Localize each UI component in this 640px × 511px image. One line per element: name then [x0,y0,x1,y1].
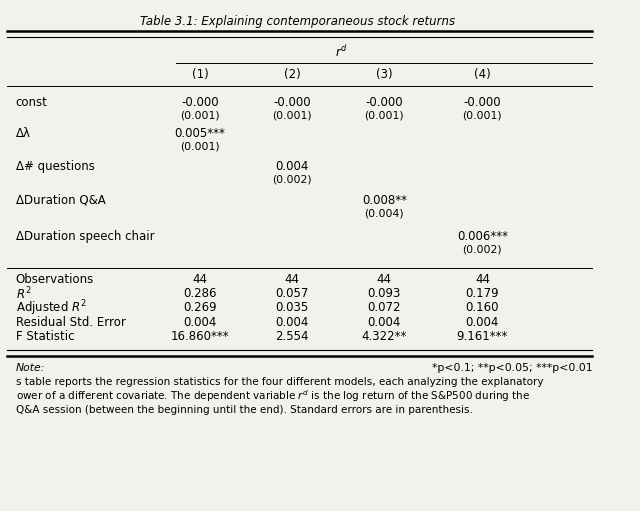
Text: 0.286: 0.286 [183,287,217,300]
Text: 0.004: 0.004 [367,316,401,329]
Text: 0.008**: 0.008** [362,194,407,207]
Text: ower of a different covariate. The dependent variable $r^d$ is the log return of: ower of a different covariate. The depen… [15,388,530,404]
Text: Note:: Note: [15,363,45,373]
Text: 0.179: 0.179 [465,287,499,300]
Text: Δλ: Δλ [15,127,31,140]
Text: -0.000: -0.000 [273,96,311,109]
Text: (0.001): (0.001) [180,111,220,121]
Text: 9.161***: 9.161*** [457,330,508,343]
Text: (0.001): (0.001) [272,111,312,121]
Text: 0.004: 0.004 [183,316,216,329]
Text: Δ# questions: Δ# questions [15,160,95,173]
Text: -0.000: -0.000 [463,96,501,109]
Text: Observations: Observations [15,273,94,286]
Text: ΔDuration Q&A: ΔDuration Q&A [15,194,106,207]
Text: const: const [15,96,47,109]
Text: 0.004: 0.004 [275,316,308,329]
Text: $R^2$: $R^2$ [15,286,31,302]
Text: (0.001): (0.001) [180,142,220,151]
Text: 0.160: 0.160 [466,301,499,314]
Text: ΔDuration speech chair: ΔDuration speech chair [15,229,154,243]
Text: 0.072: 0.072 [367,301,401,314]
Text: (0.002): (0.002) [463,244,502,254]
Text: $r^d$: $r^d$ [335,44,348,60]
Text: Adjusted $R^2$: Adjusted $R^2$ [15,298,86,318]
Text: 44: 44 [193,273,207,286]
Text: Q&A session (between the beginning until the end). Standard errors are in parent: Q&A session (between the beginning until… [15,405,472,415]
Text: 0.006***: 0.006*** [457,229,508,243]
Text: s table reports the regression statistics for the four different models, each an: s table reports the regression statistic… [15,377,543,387]
Text: 44: 44 [377,273,392,286]
Text: 0.004: 0.004 [466,316,499,329]
Text: 2.554: 2.554 [275,330,309,343]
Text: 4.322**: 4.322** [362,330,407,343]
Text: (2): (2) [284,67,300,81]
Text: 0.093: 0.093 [367,287,401,300]
Text: 0.057: 0.057 [275,287,308,300]
Text: 0.005***: 0.005*** [175,127,225,140]
Text: (4): (4) [474,67,491,81]
Text: F Statistic: F Statistic [15,330,74,343]
Text: Residual Std. Error: Residual Std. Error [15,316,125,329]
Text: (1): (1) [191,67,208,81]
Text: 0.269: 0.269 [183,301,217,314]
Text: 0.004: 0.004 [275,160,308,173]
Text: 44: 44 [475,273,490,286]
Text: Table 3.1: Explaining contemporaneous stock returns: Table 3.1: Explaining contemporaneous st… [141,15,456,28]
Text: 0.035: 0.035 [275,301,308,314]
Text: (0.004): (0.004) [364,208,404,219]
Text: (0.001): (0.001) [463,111,502,121]
Text: -0.000: -0.000 [181,96,219,109]
Text: *p<0.1; **p<0.05; ***p<0.01: *p<0.1; **p<0.05; ***p<0.01 [432,363,593,373]
Text: 44: 44 [285,273,300,286]
Text: (0.002): (0.002) [272,175,312,184]
Text: (3): (3) [376,67,392,81]
Text: (0.001): (0.001) [364,111,404,121]
Text: -0.000: -0.000 [365,96,403,109]
Text: 16.860***: 16.860*** [171,330,229,343]
